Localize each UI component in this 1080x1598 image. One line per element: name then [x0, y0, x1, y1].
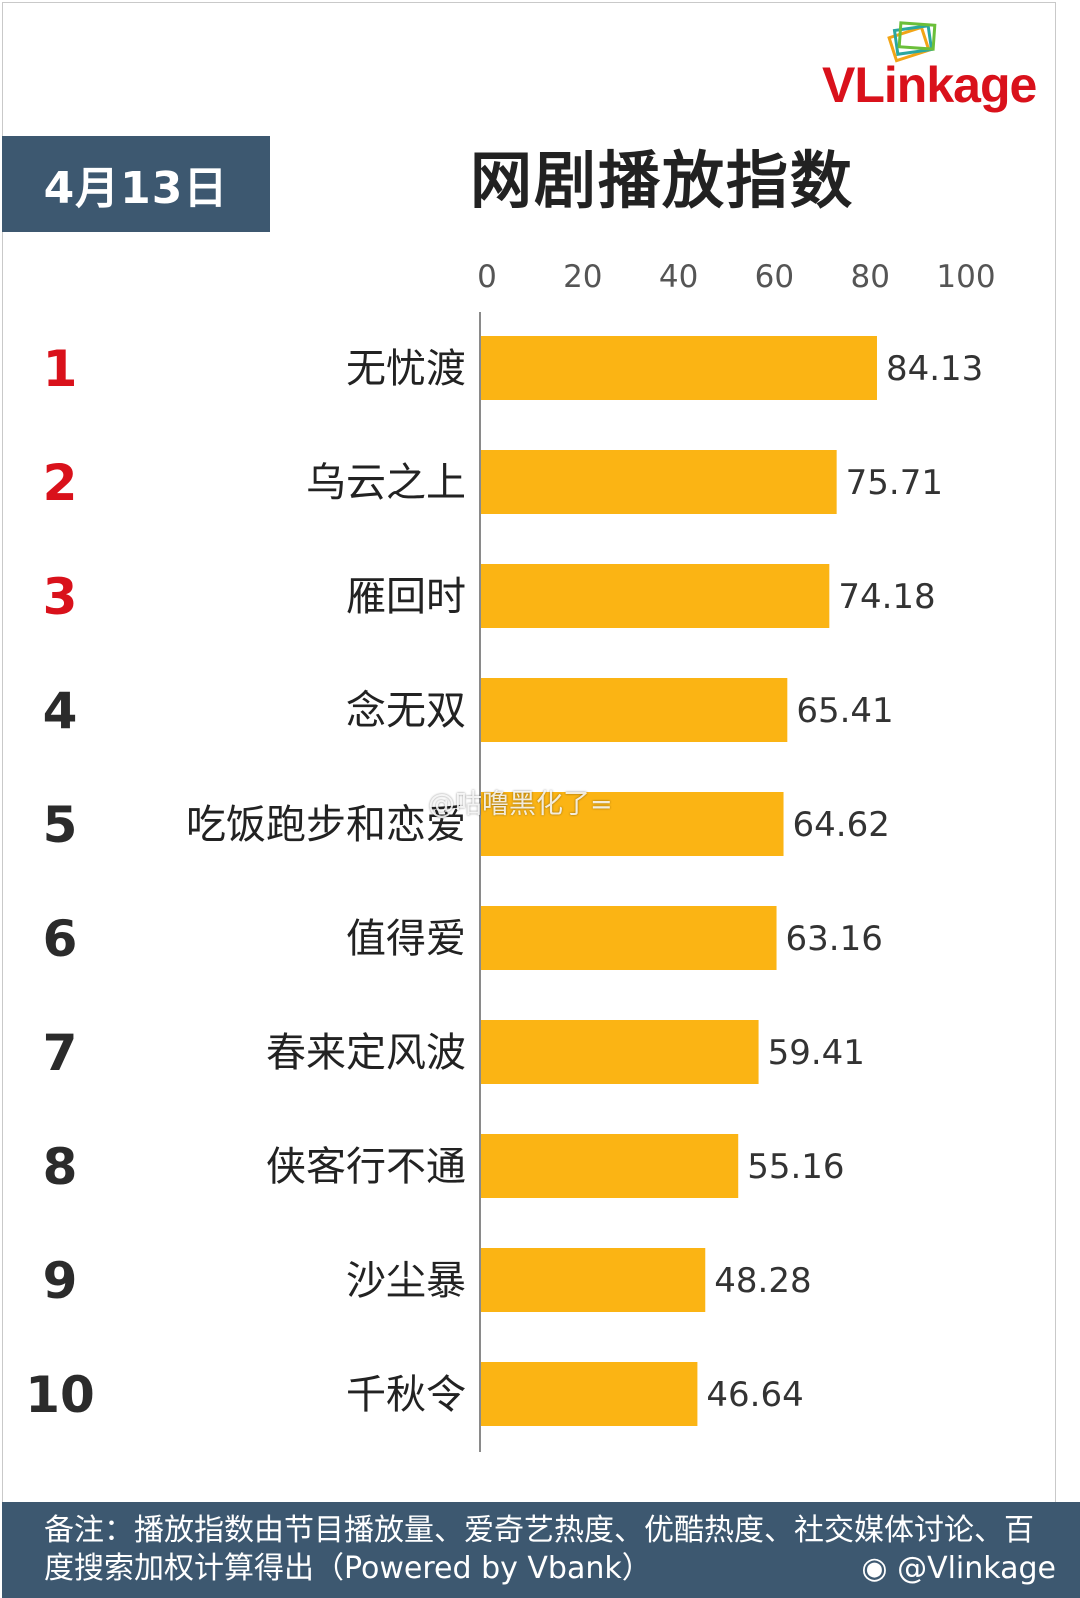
logo-wordmark: VLinkage	[822, 57, 1037, 113]
category-label: 千秋令	[346, 1372, 466, 1418]
data-label: 65.41	[796, 691, 893, 731]
footer-note: 备注：播放指数由节目播放量、爱奇艺热度、优酷热度、社交媒体讨论、百度搜索加权计算…	[2, 1502, 1080, 1598]
rank-number: 9	[43, 1252, 78, 1310]
category-label: 雁回时	[346, 574, 466, 620]
category-label: 乌云之上	[306, 460, 466, 506]
bar	[481, 906, 777, 970]
bar	[481, 1362, 698, 1426]
data-label: 74.18	[838, 577, 935, 617]
rank-number: 8	[43, 1138, 78, 1196]
footer-note-text: 备注：播放指数由节目播放量、爱奇艺热度、优酷热度、社交媒体讨论、百度搜索加权计算…	[44, 1513, 1034, 1586]
rank-number: 4	[43, 682, 78, 740]
date-banner: 4月13日	[2, 136, 270, 232]
rank-number: 1	[43, 340, 78, 398]
category-label: 无忧渡	[346, 346, 466, 392]
bar	[481, 1020, 759, 1084]
data-label: 55.16	[747, 1147, 844, 1187]
x-tick-label: 20	[563, 259, 602, 295]
data-label: 84.13	[886, 349, 983, 389]
rank-number: 5	[43, 796, 78, 854]
weibo-watermark-text: @咕噜黑化了=	[428, 789, 613, 820]
vlinkage-logo: VLinkage	[822, 18, 1072, 118]
watermark: @咕噜黑化了=	[428, 782, 613, 821]
data-label: 46.64	[706, 1375, 803, 1415]
x-tick-label: 0	[477, 259, 497, 295]
bar	[481, 336, 877, 400]
data-label: 59.41	[768, 1033, 865, 1073]
rank-number: 10	[25, 1366, 95, 1424]
x-tick-label: 60	[755, 259, 794, 295]
category-label: 念无双	[346, 688, 466, 734]
bar	[481, 1248, 706, 1312]
rank-number: 2	[43, 454, 78, 512]
bar	[481, 450, 837, 514]
rank-number: 7	[43, 1024, 78, 1082]
logo-cards-icon	[887, 21, 937, 63]
footer-credit-text: @Vlinkage	[897, 1551, 1056, 1586]
category-label: 春来定风波	[266, 1030, 466, 1076]
data-label: 48.28	[714, 1261, 811, 1301]
data-label: 64.62	[793, 805, 890, 845]
bar	[481, 678, 788, 742]
footer-credit: ◉ @Vlinkage	[861, 1550, 1056, 1588]
data-label: 75.71	[846, 463, 943, 503]
bar	[481, 792, 784, 856]
rank-number: 3	[43, 568, 78, 626]
date-label: 4月13日	[43, 163, 229, 214]
bar	[481, 1134, 739, 1198]
weibo-icon: ◉	[861, 1551, 898, 1586]
category-label: 侠客行不通	[266, 1144, 466, 1190]
chart-title: 网剧播放指数	[470, 144, 855, 217]
rank-number: 6	[43, 910, 78, 968]
bar	[481, 564, 830, 628]
category-label: 值得爱	[346, 916, 466, 962]
category-label: 吃饭跑步和恋爱	[186, 802, 466, 848]
category-label: 沙尘暴	[346, 1258, 466, 1304]
bar-chart: 0 20 40 60 80 100 84.13 无忧渡 1 75.71 乌云之上 2 74.18 雁回时 3…	[25, 259, 996, 1452]
x-tick-label: 80	[850, 259, 889, 295]
x-tick-label: 40	[659, 259, 698, 295]
data-label: 63.16	[786, 919, 883, 959]
x-tick-label: 100	[936, 259, 995, 295]
